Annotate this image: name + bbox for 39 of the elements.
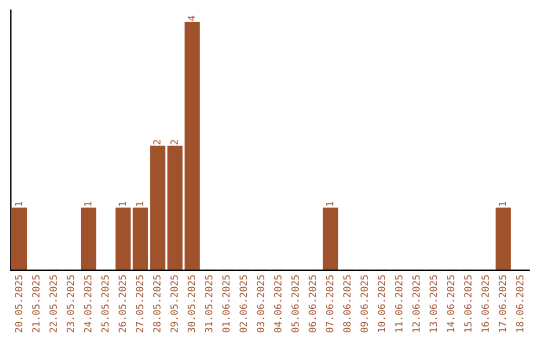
x-tick-label: 06.06.2025: [308, 275, 316, 332]
x-tick-label: 30.05.2025: [188, 275, 196, 332]
x-tick-label: 01.06.2025: [222, 275, 230, 332]
x-tick-label: 09.06.2025: [360, 275, 368, 332]
x-tick-label: 16.06.2025: [481, 275, 489, 332]
x-tick-label: 02.06.2025: [240, 275, 247, 332]
x-tick-label: 05.06.2025: [291, 275, 299, 332]
x-tick-label: 23.05.2025: [66, 275, 74, 332]
x-tick-label: 07.06.2025: [326, 275, 334, 332]
x-tick-label: 18.06.2025: [516, 275, 524, 332]
x-tick-label: 20.05.2025: [14, 275, 22, 332]
data-label: 4: [188, 16, 195, 21]
x-tick-label: 26.05.2025: [118, 275, 126, 332]
x-tick-label: 08.06.2025: [343, 275, 351, 332]
data-label: 1: [498, 202, 506, 206]
x-tick-label: 13.06.2025: [430, 275, 438, 332]
x-tick-label: 25.05.2025: [101, 275, 109, 332]
x-tick-label: 12.06.2025: [412, 275, 420, 332]
x-tick-label: 31.05.2025: [205, 275, 212, 332]
data-label: 2: [170, 140, 178, 144]
x-tick-label: 14.06.2025: [446, 275, 454, 332]
data-label: 2: [153, 140, 160, 144]
data-label: 1: [326, 202, 334, 206]
x-tick-label: 11.06.2025: [395, 275, 402, 332]
x-tick-label: 21.05.2025: [32, 275, 40, 332]
data-label: 1: [136, 202, 144, 206]
data-label: 1: [84, 202, 92, 206]
x-tick-label: 04.06.2025: [274, 275, 282, 332]
x-tick-label: 17.06.2025: [498, 275, 506, 332]
x-tick-label: 24.05.2025: [84, 275, 92, 332]
x-tick-label: 10.06.2025: [378, 275, 386, 332]
x-tick-label: 15.06.2025: [464, 275, 472, 332]
x-tick-label: 22.05.2025: [49, 275, 57, 332]
x-tick-label: 28.05.2025: [153, 275, 161, 332]
x-tick-label: 03.06.2025: [256, 275, 264, 332]
x-tick-label: 29.05.2025: [170, 275, 178, 332]
data-label: 1: [118, 202, 126, 206]
x-tick-label: 27.05.2025: [136, 275, 144, 332]
data-label: 1: [15, 202, 22, 206]
